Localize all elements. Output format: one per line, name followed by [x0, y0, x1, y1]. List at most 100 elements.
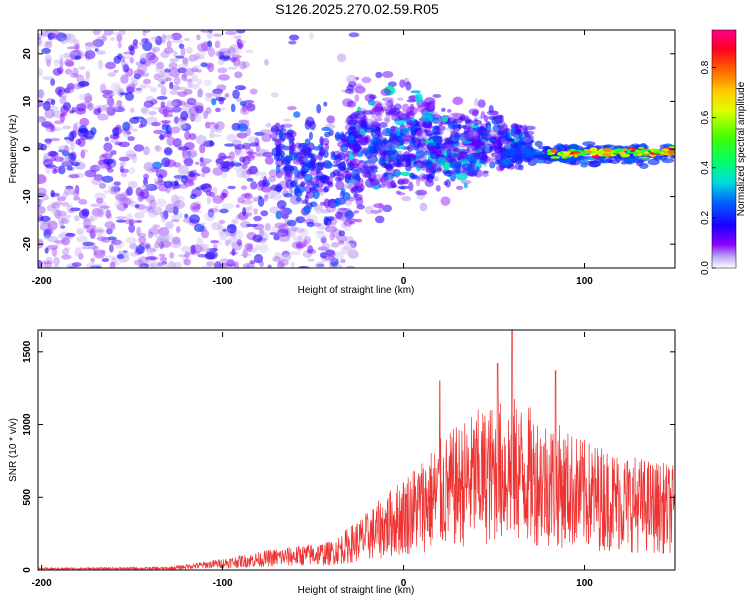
spectrogram-blob: [589, 147, 598, 152]
spectrogram-blob: [352, 146, 362, 150]
spectrogram-blob: [305, 184, 312, 195]
spectrogram-blob: [494, 160, 501, 165]
spectrogram-blob: [60, 91, 67, 96]
spectrogram-blob: [335, 180, 345, 191]
spectrogram-blob: [229, 251, 238, 256]
spectrogram-blob: [51, 247, 58, 258]
spectrogram-blob: [250, 181, 257, 190]
spectrogram-blob: [287, 228, 296, 238]
spectrogram-blobs: [38, 30, 675, 268]
spectrogram-blob: [228, 151, 236, 160]
spectrogram-blob: [240, 253, 252, 257]
spectrogram-blob: [438, 122, 443, 127]
spectrogram-blob: [524, 131, 530, 137]
spectrogram-blob: [122, 250, 130, 258]
spectrogram-blob: [409, 103, 415, 113]
spectrogram-blob: [415, 136, 420, 146]
spectrogram-blob: [217, 223, 223, 230]
spectrogram-blob: [46, 58, 51, 67]
spectrogram-blob: [61, 248, 70, 256]
spectrogram-blob: [638, 146, 645, 150]
spectrogram-blob: [49, 137, 61, 142]
spectrogram-blob: [154, 144, 161, 151]
spectrogram-blob: [108, 185, 115, 192]
spectrogram-blob: [94, 192, 107, 200]
spectrogram-blob: [97, 208, 104, 218]
spectrogram-blob: [244, 242, 254, 251]
spectrogram-blob: [432, 131, 441, 135]
spectrogram-blob: [397, 97, 404, 101]
spectrogram-blob: [64, 58, 74, 67]
spectrogram-blob: [135, 219, 143, 223]
spectrogram-blob: [461, 124, 467, 129]
spectrogram-blob: [173, 200, 186, 210]
spectrogram-blob: [60, 217, 68, 224]
spectrogram-blob: [290, 226, 298, 232]
spectrogram-blob: [346, 265, 355, 268]
spectrogram-blob: [107, 72, 117, 78]
x-tick-label: -100: [213, 276, 233, 287]
spectrogram-blob: [59, 113, 66, 122]
spectrogram-blob: [47, 236, 59, 243]
spectrogram-blob: [149, 86, 157, 93]
spectrogram-blob: [163, 35, 175, 40]
spectrogram-blob: [275, 150, 281, 160]
spectrogram-blob: [162, 210, 169, 220]
spectrogram-blob: [140, 196, 148, 200]
spectrogram-blob: [587, 160, 602, 168]
spectrogram-blob: [340, 143, 349, 153]
spectrogram-blob: [85, 41, 92, 52]
spectrogram-blob: [378, 121, 388, 128]
spectrogram-blob: [382, 127, 387, 137]
spectrogram-blob: [234, 261, 239, 268]
spectrogram-blob: [352, 164, 365, 168]
spectrogram-blob: [324, 217, 332, 227]
spectrogram-blob: [493, 145, 498, 150]
spectrogram-blob: [355, 196, 364, 206]
spectrogram-blob: [348, 139, 356, 145]
spectrogram-blob: [381, 97, 394, 102]
spectrogram-y-label: Frequency (Hz): [8, 115, 19, 184]
spectrogram-blob: [169, 90, 180, 95]
spectrogram-blob: [294, 169, 301, 178]
spectrogram-blob: [58, 145, 70, 153]
spectrogram-blob: [186, 111, 199, 120]
spectrogram-blob: [499, 151, 509, 156]
spectrogram-blob: [97, 113, 109, 121]
spectrogram-blob: [238, 42, 244, 49]
spectrogram-blob: [116, 253, 125, 260]
spectrogram-blob: [284, 254, 292, 262]
spectrogram-blob: [84, 49, 96, 60]
spectrogram-blob: [432, 135, 443, 140]
spectrogram-blob: [486, 157, 493, 164]
spectrogram-blob: [70, 142, 75, 151]
spectrogram-blob: [345, 220, 354, 224]
spectrogram-blob: [303, 236, 312, 245]
spectrogram-blob: [403, 134, 410, 145]
spectrogram-blob: [311, 183, 320, 189]
spectrogram-blob: [447, 141, 459, 145]
spectrogram-blob: [245, 151, 257, 155]
spectrogram-blob: [219, 107, 227, 111]
spectrogram-blob: [604, 152, 612, 157]
spectrogram-blob: [64, 68, 73, 75]
spectrogram-blob: [93, 226, 105, 237]
spectrogram-blob: [460, 151, 465, 160]
spectrogram-blob: [390, 179, 396, 188]
spectrogram-blob: [143, 162, 155, 172]
spectrogram-blob: [129, 46, 135, 56]
spectrogram-blob: [146, 195, 154, 205]
spectrogram-blob: [188, 133, 197, 140]
spectrogram-blob: [431, 169, 436, 175]
spectrogram-blob: [425, 130, 433, 137]
spectrogram-blob: [44, 247, 49, 254]
spectrogram-blob: [96, 35, 108, 42]
spectrogram-blob: [160, 51, 170, 59]
spectrogram-blob: [399, 112, 406, 119]
chart-title: S126.2025.270.02.59.R05: [275, 1, 439, 17]
spectrogram-blob: [399, 154, 409, 162]
spectrogram-blob: [263, 194, 269, 202]
spectrogram-blob: [170, 239, 182, 249]
spectrogram-blob: [166, 207, 178, 212]
spectrogram-blob: [312, 190, 320, 200]
